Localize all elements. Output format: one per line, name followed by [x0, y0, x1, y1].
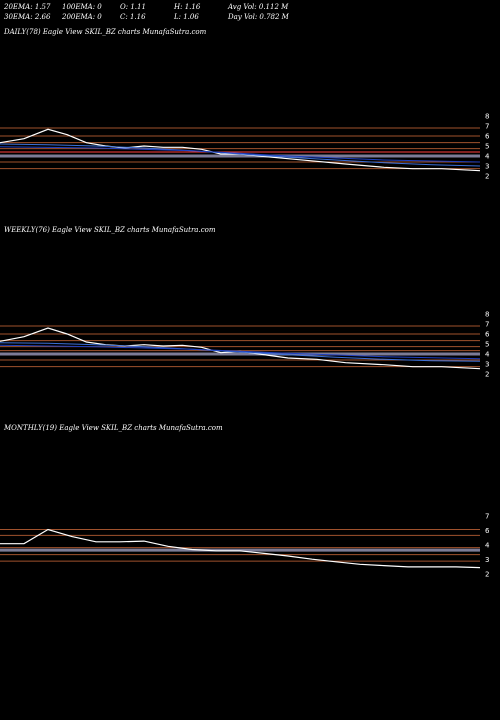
- close-stat: C: 1.16: [120, 13, 146, 21]
- y-tick-label: 3: [485, 361, 489, 369]
- y-tick-label: 2: [485, 571, 489, 579]
- weekly-chart: 8 7 6 5 4 3 2: [0, 311, 490, 379]
- y-tick-label: 8: [485, 113, 489, 121]
- y-tick-label: 5: [485, 143, 489, 151]
- y-tick-label: 3: [485, 163, 489, 171]
- series-line-0: [0, 528, 481, 569]
- y-tick-label: 6: [485, 331, 490, 339]
- daily-panel: DAILY(78) Eagle View SKIL_BZ charts Muna…: [0, 28, 500, 223]
- y-tick-label: 7: [485, 321, 489, 329]
- y-tick-label: 6: [485, 133, 490, 141]
- stats-header: 20EMA: 1.57 100EMA: 0 O: 1.11 H: 1.16 Av…: [0, 0, 500, 24]
- open-stat: O: 1.11: [120, 3, 146, 11]
- y-tick-label: 8: [485, 311, 489, 319]
- series-line-2: [0, 344, 481, 360]
- low-stat: L: 1.06: [174, 13, 199, 21]
- daily-chart-title: DAILY(78) Eagle View SKIL_BZ charts Muna…: [4, 28, 207, 36]
- ema100-stat: 100EMA: 0: [62, 3, 102, 11]
- ema200-stat: 200EMA: 0: [62, 13, 102, 21]
- weekly-chart-title: WEEKLY(76) Eagle View SKIL_BZ charts Mun…: [4, 226, 216, 234]
- y-tick-label: 4: [485, 351, 490, 359]
- weekly-panel: WEEKLY(76) Eagle View SKIL_BZ charts Mun…: [0, 226, 500, 421]
- y-tick-label: 7: [485, 123, 489, 131]
- monthly-chart-title: MONTHLY(19) Eagle View SKIL_BZ charts Mu…: [4, 424, 223, 432]
- y-tick-label: 4: [485, 542, 490, 550]
- series-line-1: [0, 342, 481, 362]
- y-tick-label: 7: [485, 513, 489, 521]
- y-tick-label: 4: [485, 153, 490, 161]
- avg-vol-stat: Avg Vol: 0.112 M: [228, 3, 289, 11]
- y-tick-label: 2: [485, 173, 489, 181]
- y-tick-label: 6: [485, 527, 490, 535]
- series-line-2: [0, 146, 481, 163]
- day-vol-stat: Day Vol: 0.782 M: [228, 13, 289, 21]
- series-line-0: [0, 327, 481, 370]
- y-tick-label: 2: [485, 371, 489, 379]
- series-line-1: [0, 143, 481, 167]
- ema30-stat: 30EMA: 2.66: [4, 13, 51, 21]
- high-stat: H: 1.16: [174, 3, 201, 11]
- y-tick-label: 5: [485, 341, 489, 349]
- daily-chart: 8 7 6 5 4 3 2: [0, 113, 490, 181]
- series-line-0: [0, 128, 481, 172]
- ema20-stat: 20EMA: 1.57: [4, 3, 51, 11]
- monthly-chart: 7 6 4 3 2: [0, 513, 490, 579]
- y-tick-label: 3: [485, 556, 489, 564]
- monthly-panel: MONTHLY(19) Eagle View SKIL_BZ charts Mu…: [0, 424, 500, 624]
